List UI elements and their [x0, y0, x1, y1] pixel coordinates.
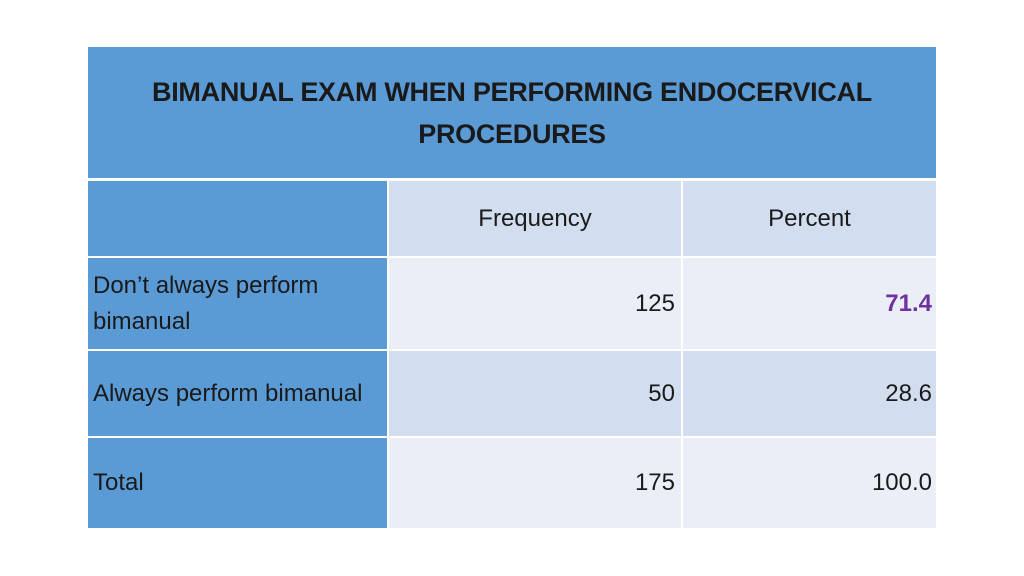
row-frequency: 125	[389, 258, 683, 349]
table-row: Don’t always perform bimanual 125 71.4	[88, 258, 936, 349]
row-label: Don’t always perform bimanual	[88, 258, 389, 349]
row-frequency: 50	[389, 351, 683, 436]
header-cell-percent: Percent	[683, 181, 936, 256]
row-percent: 100.0	[683, 438, 936, 528]
row-label: Always perform bimanual	[88, 351, 389, 436]
row-percent-highlighted: 71.4	[683, 258, 936, 349]
table-title-row: BIMANUAL EXAM WHEN PERFORMING ENDOCERVIC…	[88, 47, 936, 178]
header-row: Frequency Percent	[88, 181, 936, 256]
row-divider	[88, 256, 936, 258]
row-divider	[88, 178, 936, 181]
row-percent: 28.6	[683, 351, 936, 436]
data-table: BIMANUAL EXAM WHEN PERFORMING ENDOCERVIC…	[88, 47, 936, 528]
table-row: Always perform bimanual 50 28.6	[88, 351, 936, 436]
row-label: Total	[88, 438, 389, 528]
row-divider	[88, 349, 936, 351]
table-row: Total 175 100.0	[88, 438, 936, 528]
header-cell-frequency: Frequency	[389, 181, 683, 256]
row-divider	[88, 436, 936, 438]
header-cell-label	[88, 181, 389, 256]
row-frequency: 175	[389, 438, 683, 528]
table-title: BIMANUAL EXAM WHEN PERFORMING ENDOCERVIC…	[152, 76, 872, 149]
